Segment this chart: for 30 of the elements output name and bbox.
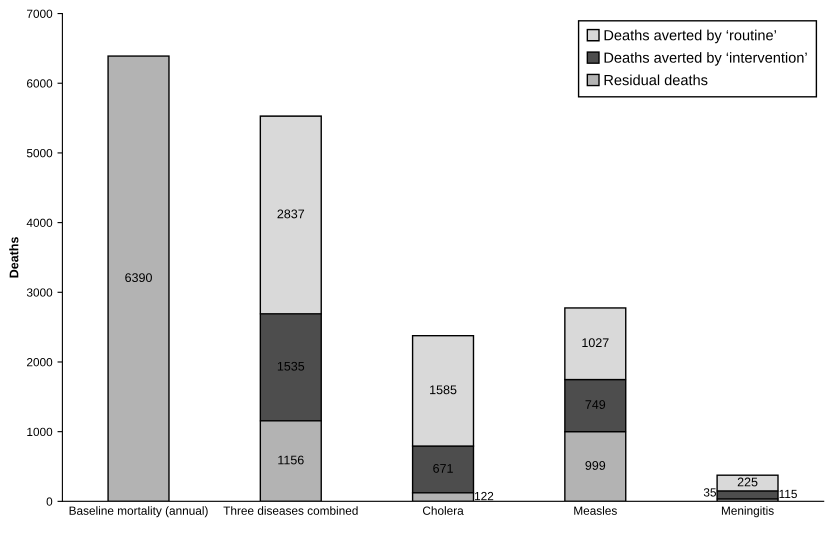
y-tick-label: 4000 (26, 218, 52, 227)
data-label: 1027 (582, 338, 609, 348)
data-label: 122 (475, 492, 494, 500)
data-label: 6390 (125, 273, 152, 282)
x-tick-label: Meningitis (722, 506, 774, 518)
y-axis-title: Deaths (9, 237, 18, 278)
legend-label: Residual deaths (604, 74, 708, 86)
data-label: 2837 (278, 209, 304, 218)
x-tick-label: Cholera (422, 506, 464, 515)
data-label: 225 (738, 478, 758, 486)
data-label: 115 (780, 490, 797, 498)
x-tick-label: Baseline mortality (annual) (70, 506, 208, 518)
x-tick-label: Measles (574, 506, 617, 515)
data-label: 1585 (430, 385, 456, 394)
y-tick-label: 2000 (27, 358, 52, 366)
y-tick-label: 6000 (27, 79, 52, 88)
legend-label: Deaths averted by ‘routine’ (604, 30, 776, 44)
data-label: 1156 (278, 456, 304, 464)
y-tick-label: 5000 (26, 148, 52, 158)
data-label: 35 (704, 488, 716, 497)
data-label: 749 (586, 400, 606, 409)
data-label: 1535 (278, 362, 304, 371)
y-tick-label: 3000 (26, 288, 52, 297)
y-tick-label: 7000 (27, 10, 52, 18)
data-label: 999 (585, 461, 606, 470)
legend-label: Deaths averted by ‘intervention’ (604, 52, 807, 66)
y-tick-label: 1000 (27, 428, 52, 436)
data-label: 671 (433, 464, 453, 473)
y-tick-label: 0 (46, 497, 52, 506)
x-tick-label: Three diseases combined (223, 506, 358, 515)
